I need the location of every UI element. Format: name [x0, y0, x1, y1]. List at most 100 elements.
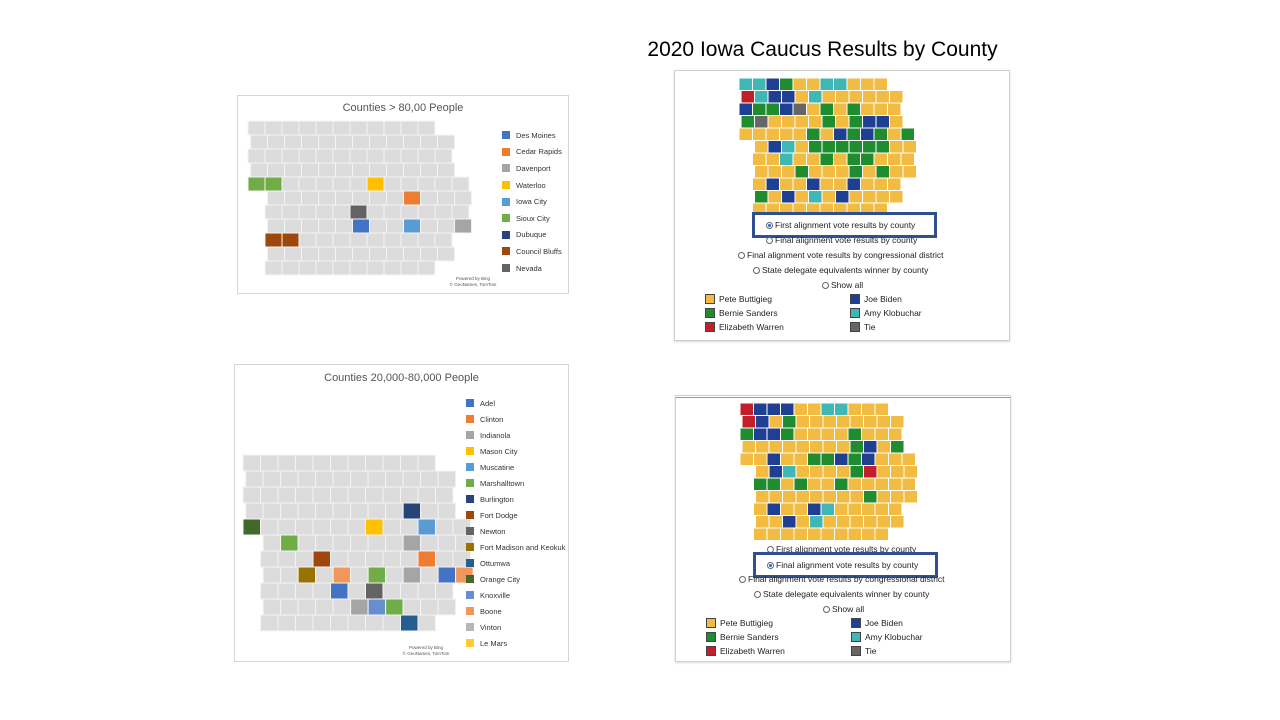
county	[284, 162, 303, 178]
county	[349, 260, 368, 276]
county	[437, 470, 457, 488]
county	[277, 550, 296, 568]
county	[836, 490, 851, 504]
county	[277, 454, 296, 472]
county	[793, 427, 808, 441]
legend-swatch	[466, 575, 474, 583]
option-final-alignment-district[interactable]: Final alignment vote results by congress…	[739, 574, 945, 584]
option-final-alignment-district[interactable]: Final alignment vote results by congress…	[738, 250, 944, 260]
county	[264, 120, 283, 136]
legend-swatch	[466, 415, 474, 423]
county	[863, 415, 878, 429]
county	[417, 232, 436, 248]
county	[295, 550, 314, 568]
county	[848, 115, 864, 129]
legend-swatch	[466, 479, 474, 487]
county	[420, 598, 439, 616]
county	[809, 465, 824, 479]
county	[795, 490, 811, 504]
county	[349, 232, 368, 248]
county	[821, 165, 837, 179]
county	[318, 190, 337, 206]
county	[792, 152, 807, 166]
radio-button[interactable]	[823, 605, 830, 613]
option-show-all[interactable]: Show all	[822, 280, 863, 290]
county	[876, 415, 892, 429]
option-show-all[interactable]: Show all	[823, 604, 864, 614]
legend-item: Davenport	[502, 160, 562, 177]
mid-counties-iowa-map	[242, 454, 474, 632]
county	[385, 566, 404, 584]
county	[887, 102, 902, 116]
county	[247, 148, 266, 164]
county	[861, 527, 876, 541]
radio-button[interactable]	[767, 561, 774, 569]
county	[834, 502, 849, 516]
county	[369, 134, 388, 150]
county	[782, 490, 797, 504]
legend-swatch	[466, 511, 474, 519]
option-state-delegate-equivalents[interactable]: State delegate equivalents winner by cou…	[753, 265, 928, 275]
county	[754, 115, 769, 129]
legend-swatch	[502, 214, 510, 223]
county	[366, 148, 385, 164]
county	[280, 470, 299, 488]
county	[366, 204, 385, 220]
county	[366, 120, 385, 136]
county	[318, 162, 337, 178]
county	[901, 477, 916, 491]
county	[873, 102, 888, 116]
option-final-alignment-county[interactable]: Final alignment vote results by county	[766, 235, 917, 245]
county	[793, 402, 808, 416]
county	[335, 218, 354, 234]
county	[875, 115, 891, 129]
option-final-alignment-county[interactable]: Final alignment vote results by county	[767, 560, 918, 570]
county	[349, 148, 368, 164]
legend-tie: Tie	[851, 646, 877, 656]
legend-label: Le Mars	[480, 638, 508, 648]
county	[794, 165, 810, 179]
radio-button[interactable]	[754, 590, 761, 598]
county	[400, 232, 419, 248]
county	[792, 77, 807, 91]
radio-button[interactable]	[738, 251, 745, 259]
county	[781, 140, 796, 154]
county	[284, 190, 303, 206]
county	[435, 518, 454, 536]
county	[295, 454, 314, 472]
county	[860, 152, 875, 166]
radio-button[interactable]	[753, 266, 760, 274]
county	[260, 518, 279, 536]
option-first-alignment-county[interactable]: First alignment vote results by county	[766, 220, 915, 230]
option-state-delegate-equivalents[interactable]: State delegate equivalents winner by cou…	[754, 589, 929, 599]
county	[385, 598, 404, 616]
county	[349, 176, 368, 192]
county	[267, 246, 286, 262]
radio-button[interactable]	[822, 281, 829, 289]
radio-button[interactable]	[766, 221, 773, 229]
county	[385, 470, 404, 488]
county	[352, 218, 371, 234]
legend-tie: Tie	[850, 322, 876, 332]
county	[297, 566, 317, 584]
county	[767, 90, 783, 104]
county	[420, 470, 439, 488]
county	[403, 218, 422, 234]
county	[836, 440, 851, 454]
county	[402, 470, 422, 488]
radio-button[interactable]	[739, 575, 746, 583]
county	[350, 598, 369, 616]
county	[260, 614, 279, 632]
county	[793, 477, 808, 491]
legend-swatch	[466, 527, 474, 535]
radio-button[interactable]	[766, 236, 773, 244]
county	[267, 134, 286, 150]
county	[264, 260, 283, 276]
county	[367, 470, 387, 488]
county	[367, 534, 387, 552]
county	[298, 232, 317, 248]
county	[848, 190, 864, 204]
county	[402, 502, 422, 520]
large-counties-legend: Des Moines Cedar Rapids Davenport Waterloo I…	[502, 127, 562, 276]
county	[367, 566, 387, 584]
